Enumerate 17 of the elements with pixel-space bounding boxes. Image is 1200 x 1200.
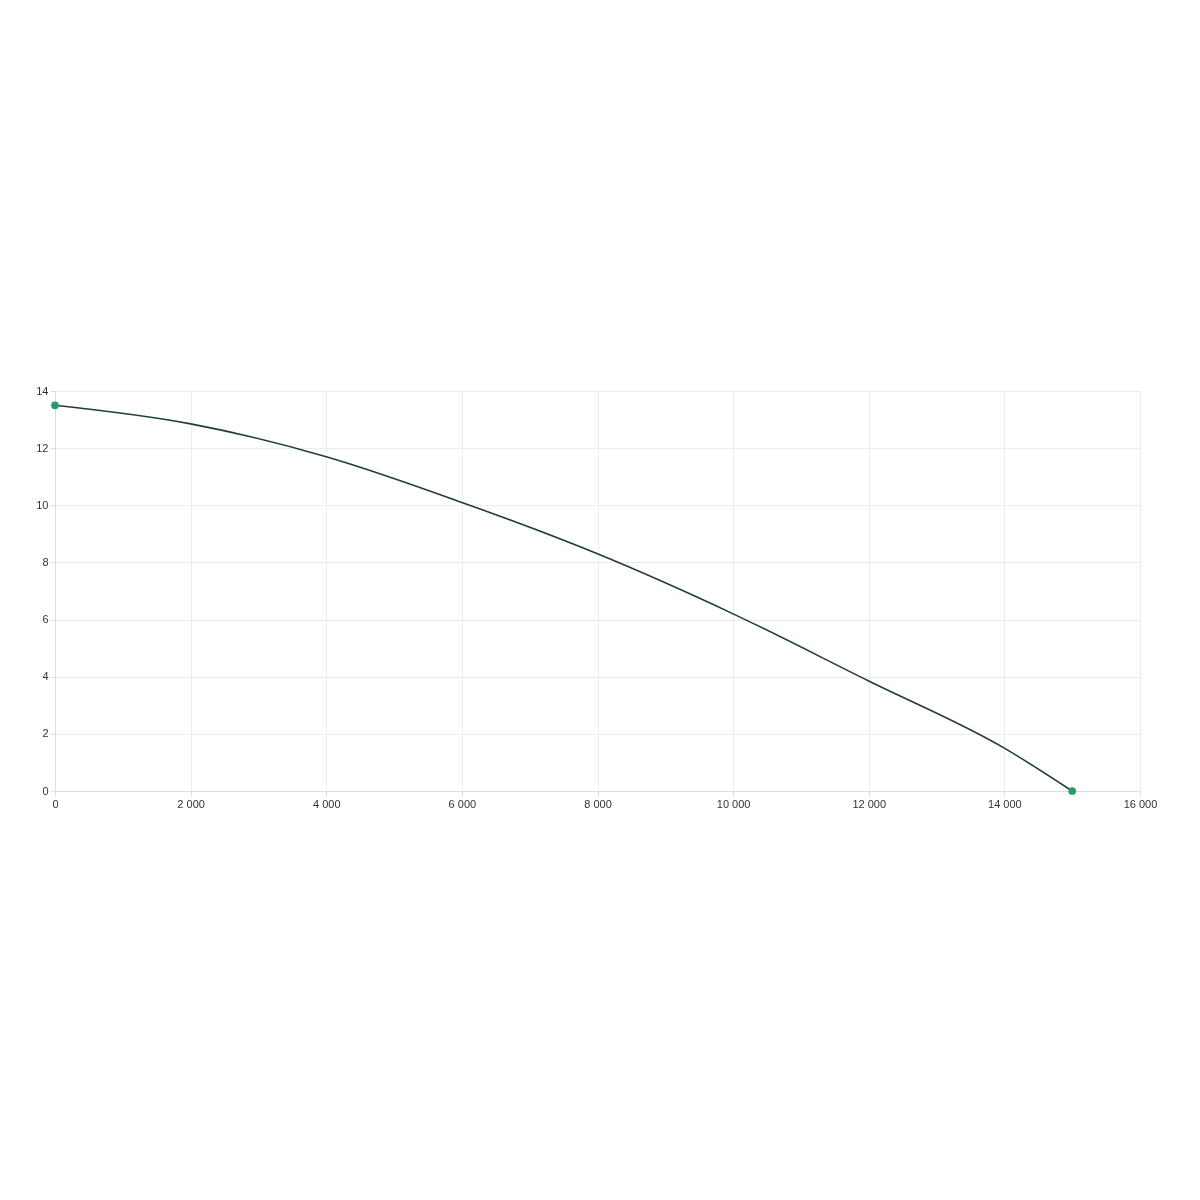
y-tick-label: 2 [42, 727, 49, 740]
y-tick-label: 6 [42, 613, 49, 626]
x-tick-label: 2 000 [177, 797, 205, 810]
x-tick-label: 0 [52, 797, 59, 810]
x-tick-label: 12 000 [852, 797, 887, 810]
y-tick-label: 4 [42, 670, 49, 683]
x-tick-label: 16 000 [1123, 797, 1158, 810]
y-tick-label: 12 [36, 441, 49, 454]
y-tick-label: 0 [42, 784, 49, 797]
x-tick-label: 8 000 [584, 797, 612, 810]
y-tick-label: 10 [36, 498, 49, 511]
x-tick-label: 4 000 [312, 797, 341, 810]
x-tick-label: 10 000 [716, 797, 751, 810]
x-tick-label: 14 000 [988, 797, 1022, 810]
y-tick-label: 14 [36, 384, 49, 397]
y-tick-label: 8 [42, 555, 49, 568]
x-tick-label: 6 000 [448, 797, 477, 810]
